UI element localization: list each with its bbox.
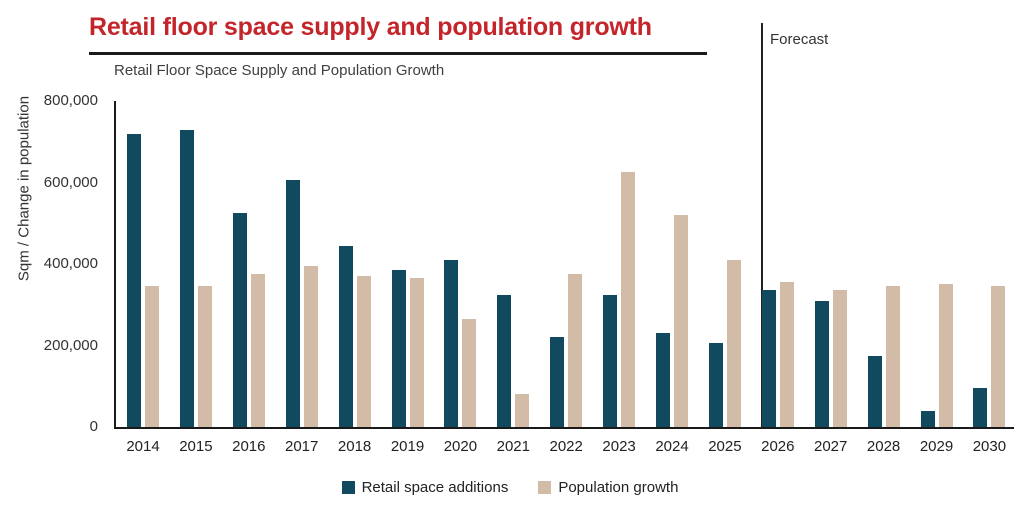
bar-population-growth-2029: [938, 284, 953, 427]
bar-population-growth-2014: [145, 286, 159, 427]
bar-population-growth-2025: [726, 259, 741, 427]
forecast-label: Forecast: [770, 31, 829, 48]
x-axis-line: [114, 427, 1014, 429]
x-axis-tick-label: 2014: [126, 438, 160, 455]
bar-population-growth-2017: [303, 266, 318, 427]
x-axis-tick-label: 2024: [655, 438, 689, 455]
bar-population-growth-2028: [885, 286, 900, 427]
bar-population-growth-2022: [568, 274, 583, 427]
bar-population-growth-2027: [832, 290, 847, 427]
x-axis-tick-label: 2015: [179, 438, 213, 455]
x-axis-tick-label: 2016: [232, 438, 266, 455]
bar-retail-space-2019: [391, 270, 406, 427]
y-axis-tick-label: 400,000: [43, 255, 98, 272]
legend-label: Population growth: [558, 479, 679, 496]
bar-population-growth-2016: [250, 274, 265, 427]
forecast-divider-line: [761, 23, 763, 427]
bar-population-growth-2023: [621, 172, 636, 427]
bar-population-growth-2026: [779, 282, 794, 427]
x-axis-tick-label: 2020: [443, 438, 478, 455]
bar-retail-space-2025: [708, 343, 723, 427]
bar-population-growth-2030: [991, 286, 1006, 427]
bar-population-growth-2019: [409, 278, 424, 427]
bar-population-growth-2015: [197, 286, 212, 427]
x-axis-tick-label: 2029: [919, 438, 954, 455]
bar-retail-space-2026: [761, 290, 776, 427]
y-axis-tick-label: 0: [89, 418, 98, 435]
x-axis-tick-label: 2025: [708, 438, 742, 455]
bar-retail-space-2027: [814, 300, 829, 427]
bar-retail-space-2022: [550, 337, 565, 427]
legend-item-population-growth: Population growth: [538, 479, 678, 496]
x-axis-tick-label: 2021: [496, 438, 530, 455]
legend-swatch-icon: [538, 481, 552, 494]
bar-population-growth-2021: [515, 394, 530, 427]
bar-population-growth-2020: [462, 319, 477, 427]
x-axis-tick-label: 2022: [549, 438, 583, 455]
x-axis-tick-label: 2019: [390, 438, 425, 455]
legend-label: Retail space additions: [361, 479, 509, 496]
bar-retail-space-2028: [867, 355, 882, 427]
bar-retail-space-2030: [973, 388, 988, 427]
legend-swatch-icon: [341, 481, 355, 494]
bar-retail-space-2021: [497, 294, 512, 427]
legend-item-retail-space-additions: Retail space additions: [341, 479, 509, 496]
bar-retail-space-2023: [603, 294, 618, 427]
y-axis-tick-label: 200,000: [43, 336, 98, 354]
x-axis-tick-label: 2030: [972, 438, 1007, 455]
title-underline: [89, 52, 707, 55]
chart-subtitle: Retail Floor Space Supply and Population…: [114, 62, 445, 79]
y-axis-line: [114, 101, 116, 428]
x-axis-tick-label: 2023: [602, 438, 636, 455]
bar-retail-space-2016: [232, 213, 247, 427]
bar-retail-space-2024: [656, 333, 670, 427]
bar-population-growth-2024: [674, 215, 688, 427]
bar-retail-space-2015: [179, 129, 194, 427]
x-axis-tick-label: 2018: [337, 438, 372, 455]
bar-retail-space-2018: [338, 245, 353, 427]
y-axis-tick-label: 600,000: [43, 173, 98, 191]
x-axis-tick-label: 2026: [761, 438, 795, 455]
bar-retail-space-2020: [444, 259, 459, 427]
y-axis-tick-label: 800,000: [43, 92, 98, 109]
page-title: Retail floor space supply and population…: [89, 13, 652, 41]
bar-retail-space-2014: [127, 133, 141, 427]
bar-population-growth-2018: [356, 276, 371, 427]
bar-retail-space-2017: [285, 180, 300, 427]
x-axis-tick-label: 2017: [285, 438, 319, 455]
legend: Retail space additions Population growth: [0, 479, 1020, 496]
x-axis-tick-label: 2028: [866, 438, 901, 455]
x-axis-tick-label: 2027: [814, 438, 848, 455]
bar-retail-space-2029: [920, 410, 935, 427]
